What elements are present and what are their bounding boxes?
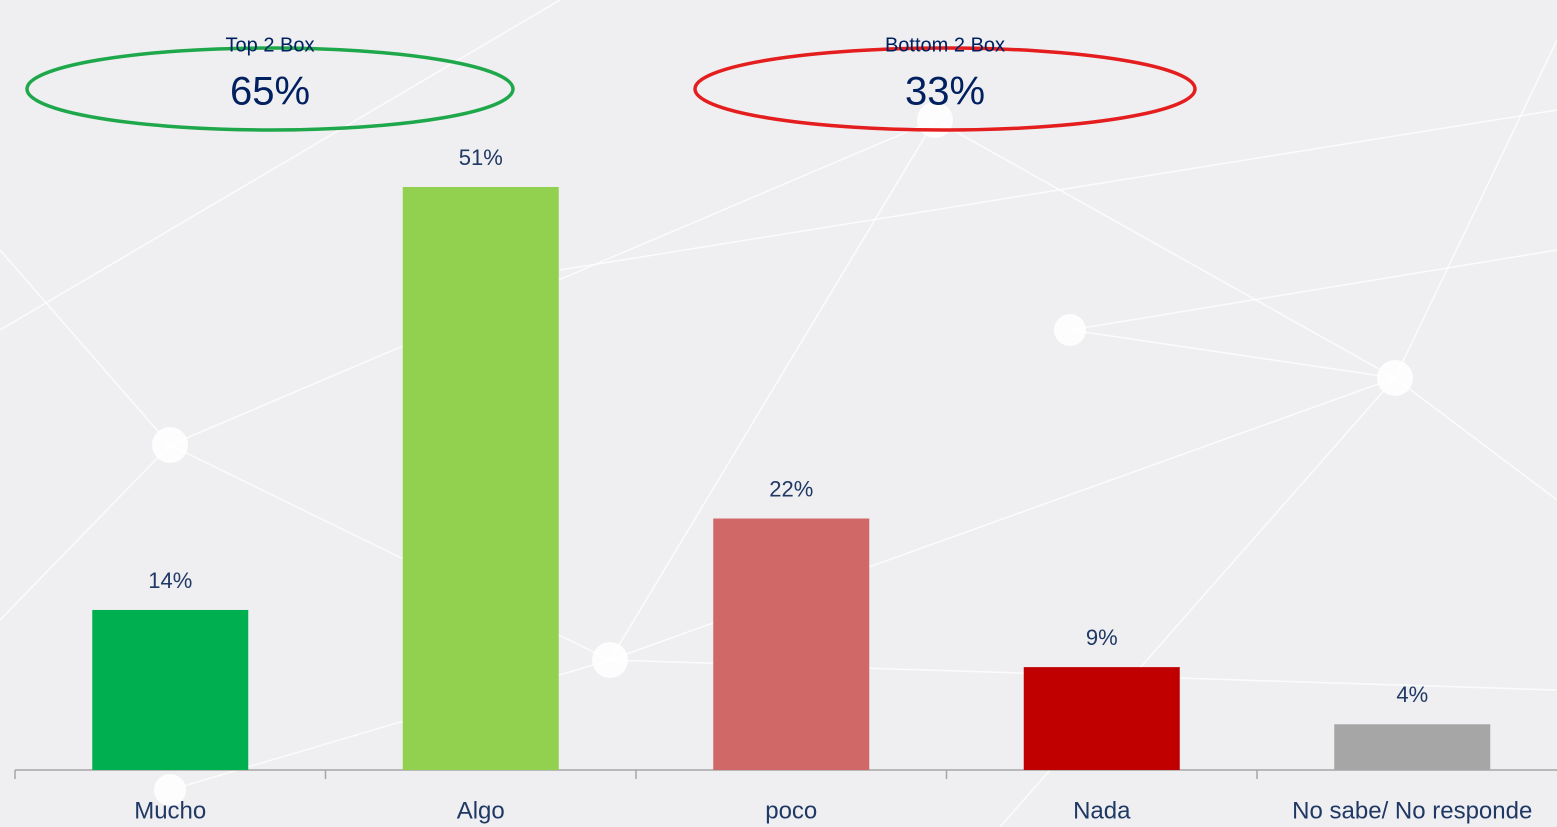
data-label: 4%: [1396, 682, 1428, 707]
bar: [92, 609, 249, 770]
bar: [1334, 724, 1491, 770]
data-label: 14%: [148, 568, 192, 593]
annotation-title: Bottom 2 Box: [885, 34, 1005, 56]
annotation-value: 65%: [230, 70, 310, 114]
data-label: 22%: [769, 476, 813, 501]
x-tick-label: No sabe/ No responde: [1292, 797, 1532, 824]
annotation-ellipse: [25, 46, 515, 132]
bar: [713, 518, 870, 770]
x-tick-label: Nada: [1073, 797, 1131, 824]
bar: [1023, 667, 1180, 770]
annotation-ellipse: [693, 46, 1197, 132]
bar: [402, 187, 559, 770]
x-tick-label: Mucho: [134, 797, 206, 824]
annotation-value: 33%: [905, 70, 985, 114]
data-label: 9%: [1086, 625, 1118, 650]
annotation-title: Top 2 Box: [226, 34, 315, 56]
x-tick-label: poco: [765, 797, 817, 824]
x-tick-label: Algo: [457, 797, 505, 824]
data-label: 51%: [459, 145, 503, 170]
